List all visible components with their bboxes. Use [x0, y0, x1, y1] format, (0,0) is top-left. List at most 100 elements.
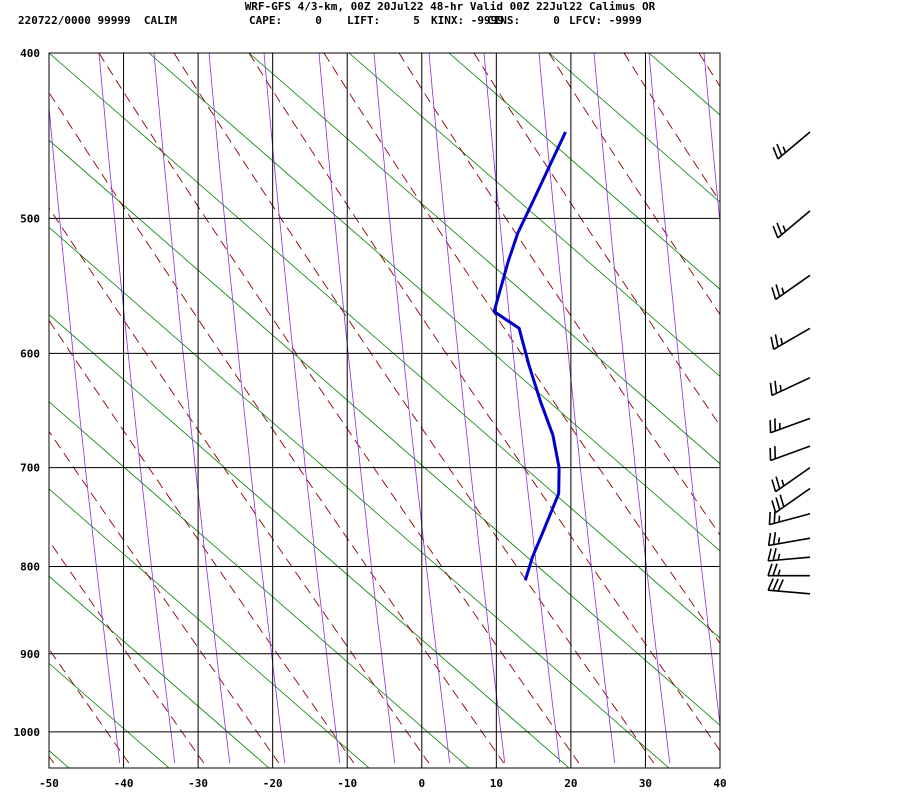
wind-barb-feather: [775, 497, 781, 510]
dry-adiabat-line: [623, 53, 720, 203]
wind-barb: [771, 466, 811, 493]
wind-barb-feather: [774, 334, 779, 347]
wind-barb-feather: [777, 579, 784, 592]
dry-adiabat-line: [698, 53, 720, 88]
y-tick-label: 800: [20, 561, 40, 574]
mixing-ratio-line: [849, 53, 900, 768]
y-tick-label: 400: [20, 47, 40, 60]
wind-barb-shaft: [768, 556, 811, 562]
wind-barb: [767, 563, 810, 577]
wind-barb-shaft: [768, 589, 811, 595]
wind-barb: [769, 417, 811, 434]
wind-barb-feather: [772, 563, 778, 576]
background-lines: [49, 53, 900, 768]
pressure-tick-labels: 400 500 600 700 800 900 1000: [14, 47, 41, 739]
x-tick-label: -50: [39, 777, 59, 790]
wind-barb-feather: [772, 547, 777, 561]
isotherms: [49, 53, 720, 768]
lift-value: LIFT: 5: [347, 14, 420, 27]
cape-value: CAPE: 0: [249, 14, 322, 27]
wind-barb-feather: [767, 563, 773, 576]
station-date: 220722/0000 99999 CALIM: [18, 14, 177, 27]
wind-barb: [769, 445, 811, 462]
x-tick-label: 20: [564, 777, 577, 790]
wind-barb: [772, 210, 811, 239]
wind-barb-shaft: [775, 487, 811, 514]
moist-adiabat-line: [49, 102, 121, 764]
mixing-ratio-line: [548, 53, 720, 203]
moist-adiabat-line: [208, 53, 286, 764]
moist-adiabat-line: [593, 53, 671, 764]
profiles: [492, 131, 567, 581]
dry-adiabat-line: [49, 319, 355, 764]
dry-adiabat-line: [473, 53, 720, 427]
wind-barb: [772, 131, 811, 160]
kinx-value: KINX: -9999: [431, 14, 504, 27]
wind-barb-feather: [771, 500, 777, 513]
y-tick-label: 500: [20, 212, 40, 225]
wind-barb-half-feather: [781, 287, 785, 294]
wind-barb: [771, 487, 811, 514]
plot-frame: [48, 52, 721, 769]
moist-adiabat-line: [703, 53, 720, 228]
dry-adiabat-line: [774, 53, 900, 763]
x-tick-label: -10: [337, 777, 357, 790]
wind-barb-feather: [769, 382, 773, 396]
wind-barb-half-feather: [777, 537, 781, 544]
cins-value: CINS: 0: [487, 14, 560, 27]
wind-barb-feather: [774, 380, 778, 394]
moist-adiabat-line: [98, 53, 176, 764]
wind-barb-shaft: [777, 210, 811, 239]
wind-barb-feather: [773, 510, 776, 524]
wind-barb-feather: [775, 476, 781, 490]
dry-adiabat-line: [49, 540, 205, 764]
wind-barb-half-feather: [782, 225, 787, 232]
mixing-ratio-line: [749, 53, 900, 768]
wind-barb: [771, 274, 811, 301]
wind-barb-shaft: [777, 131, 811, 160]
stats-line: 220722/0000 99999 CALIM CAPE: 0 LIFT: 5 …: [0, 14, 900, 118]
wind-barb-feather: [767, 532, 772, 546]
moist-adiabat-line: [153, 53, 231, 764]
wind-barb-feather: [767, 578, 774, 591]
mixing-ratio-line: [49, 53, 720, 639]
dry-adiabat-line: [49, 207, 430, 764]
wind-barb-feather: [775, 284, 781, 297]
dry-adiabat-line: [49, 430, 280, 764]
wind-barb-half-feather: [782, 146, 787, 153]
dry-adiabat-line: [323, 53, 720, 645]
wind-barb-feather: [771, 287, 777, 300]
chart-title: WRF-GFS 4/3-km, 00Z 20Jul22 48-hr Valid …: [244, 0, 656, 13]
y-tick-label: 1000: [14, 726, 41, 739]
wind-barb-shaft: [769, 512, 811, 526]
wind-barb: [770, 327, 811, 350]
wind-barb-shaft: [771, 376, 811, 397]
moist-adiabat-line: [428, 53, 506, 764]
wind-barb-half-feather: [777, 553, 781, 561]
wind-barb-feather: [772, 146, 779, 160]
moist-adiabat-line: [318, 53, 396, 764]
wind-barb-feather: [779, 494, 785, 508]
x-tick-label: -30: [188, 777, 208, 790]
moist-adiabat-line: [483, 53, 561, 764]
wind-barb-feather: [772, 532, 777, 545]
mixing-ratio-line: [648, 53, 720, 116]
wind-barb-half-feather: [779, 384, 782, 392]
wind-barb-feather: [772, 225, 779, 239]
moist-adiabat-line: [759, 53, 835, 763]
mixing-ratio-line: [49, 226, 670, 768]
wind-barb-shaft: [770, 445, 811, 462]
mixing-ratio-line: [49, 575, 270, 768]
wind-barb: [767, 547, 811, 562]
lfcv-value: LFCV: -9999: [569, 14, 642, 27]
wind-barb-feather: [767, 548, 772, 562]
temperature-tick-labels: -50 -40 -30 -20 -10 0 10 20 30 40: [39, 777, 727, 790]
dry-adiabat-line: [173, 53, 655, 764]
wind-barb-half-feather: [781, 479, 785, 487]
dewpoint-profile: [492, 131, 567, 581]
wind-barb-shaft: [775, 466, 811, 493]
y-tick-label: 600: [20, 347, 40, 360]
wind-barb-feather: [776, 143, 783, 157]
moist-adiabat-line: [373, 53, 451, 764]
